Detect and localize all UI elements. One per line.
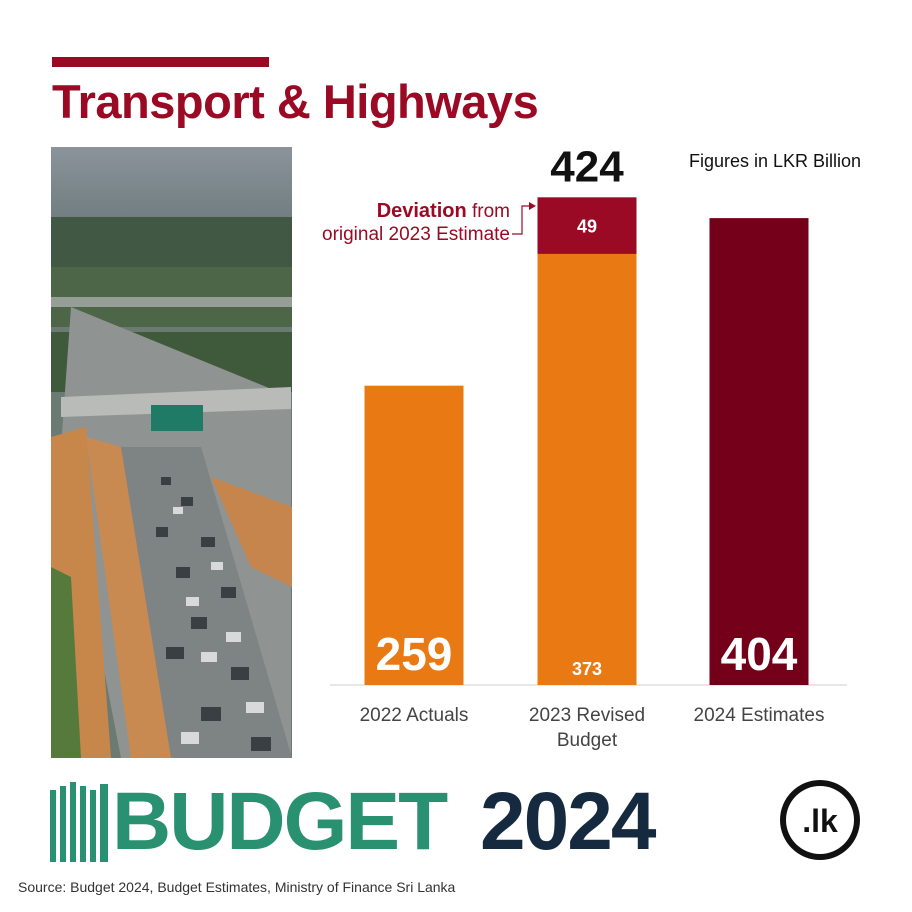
annotation-line-2: original 2023 Estimate xyxy=(322,224,510,245)
source-note: Source: Budget 2024, Budget Estimates, M… xyxy=(18,879,456,895)
brand-year: 2024 xyxy=(480,776,656,867)
units-note: Figures in LKR Billion xyxy=(689,151,862,171)
annotation-rest: from xyxy=(467,201,510,222)
annotation-line-1: Deviation from xyxy=(377,200,510,222)
bar-3 xyxy=(709,218,809,685)
brand-bars-icon xyxy=(50,782,108,862)
bars-group: 259 2022 Actuals 49 424 373 2023 Revised Budge… xyxy=(360,142,825,751)
category-label-3: 2024 Estimates xyxy=(694,705,825,726)
bar-2 xyxy=(537,253,637,685)
brand-word: BUDGET xyxy=(112,776,448,867)
bar-chart: 259 2022 Actuals 49 424 373 2023 Revised Budge… xyxy=(322,142,847,751)
bar-2-deviation xyxy=(537,197,637,254)
title-accent-bar xyxy=(52,57,269,67)
category-label-1: 2022 Actuals xyxy=(360,705,469,726)
deviation-label: 49 xyxy=(577,217,597,237)
deviation-annotation: Deviation from original 2023 Estimate xyxy=(322,200,536,245)
value-label-2: 373 xyxy=(572,659,602,679)
annotation-bold: Deviation xyxy=(377,200,467,222)
category-label-2: Budget xyxy=(557,730,618,751)
category-label-2: 2023 Revised xyxy=(529,705,645,726)
logo-text: .lk xyxy=(802,803,838,839)
value-label-1: 259 xyxy=(376,628,453,680)
total-label: 424 xyxy=(550,142,624,191)
bar-1 xyxy=(364,385,464,685)
value-label-3: 404 xyxy=(721,628,798,680)
highway-photo xyxy=(51,147,292,758)
annotation-connector xyxy=(512,205,529,235)
annotation-arrowhead xyxy=(529,202,536,210)
page-title: Transport & Highways xyxy=(52,75,539,128)
budget-2024-brand: BUDGET 2024 xyxy=(50,776,690,867)
lk-logo: .lk xyxy=(778,778,862,862)
